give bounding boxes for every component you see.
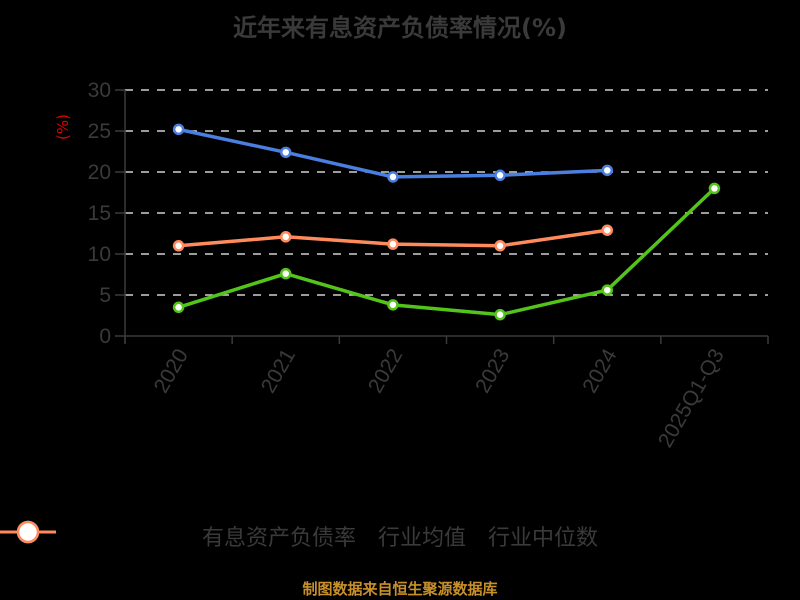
x-tick-label: 2023 [471,345,514,397]
series-line [178,187,716,317]
legend-label: 行业中位数 [488,526,599,551]
x-tick-label: 2025Q1-Q3 [654,345,729,452]
data-point[interactable] [280,267,292,280]
data-point[interactable] [494,308,506,321]
legend-item-industry-median[interactable]: 行业中位数 [0,520,599,552]
data-point[interactable] [601,164,613,177]
legend-marker-orange-icon [0,520,56,544]
legend-item-interest-bearing-debt-ratio[interactable]: 有息资产负债率 [0,520,356,552]
line-chart: 0 5 10 15 20 25 30 (%) 2020 2021 2022 2023 2024 2025Q… [54,79,769,452]
y-tick-label: 20 [88,161,111,184]
legend: 有息资产负债率 行业均值 行业中位数 [0,520,800,552]
data-point[interactable] [708,182,721,195]
x-tick-label: 2024 [578,345,621,397]
data-point[interactable] [280,231,292,243]
data-point[interactable] [387,171,399,183]
legend-label: 行业均值 [377,526,466,551]
y-tick-label: 15 [88,202,111,225]
y-tick-label: 30 [88,79,111,102]
data-point[interactable] [494,169,506,182]
x-tick-label: 2021 [257,345,300,397]
chart-title: 近年来有息资产负债率情况(%) [233,14,567,42]
data-point[interactable] [387,238,399,250]
series-line [178,127,608,179]
data-point[interactable] [601,224,613,236]
source-footer: 制图数据来自恒生聚源数据库 [302,580,498,598]
legend-label: 有息资产负债率 [201,526,356,551]
legend-item-industry-average[interactable]: 行业均值 [0,520,466,552]
data-point[interactable] [280,146,292,159]
data-point[interactable] [172,301,185,314]
y-axis-unit-label: (%) [54,114,72,140]
x-tick-label: 2020 [150,345,193,397]
y-tick-label: 25 [88,120,111,143]
data-point[interactable] [387,299,399,311]
y-tick-label: 5 [99,284,111,307]
data-point[interactable] [172,240,185,252]
y-tick-label: 10 [88,243,111,266]
data-point[interactable] [494,240,506,252]
y-tick-label: 0 [99,325,111,348]
data-point[interactable] [172,123,185,136]
x-tick-label: 2022 [364,345,407,397]
data-point[interactable] [601,284,613,296]
